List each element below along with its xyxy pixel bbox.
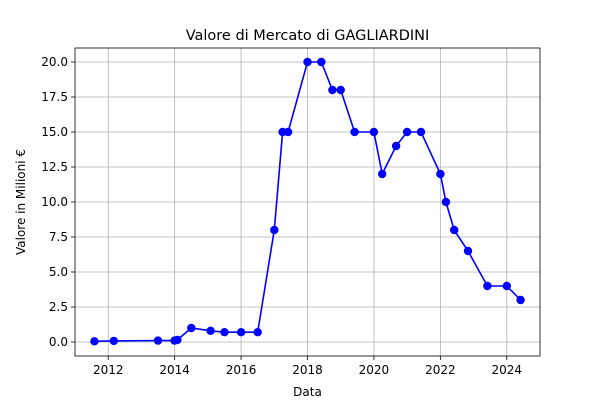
x-tick-label: 2018: [292, 363, 323, 377]
data-point: [391, 141, 401, 151]
x-axis: 2012 2014 2016 2018 2020 2022 2024: [93, 356, 522, 377]
data-point: [328, 85, 337, 95]
data-point: [516, 295, 525, 305]
data-point: [253, 328, 262, 337]
data-point: [369, 127, 379, 137]
data-point: [436, 169, 445, 179]
data-point: [187, 323, 196, 333]
data-point: [378, 169, 387, 179]
y-tick-label: 12.5: [41, 160, 68, 174]
y-tick-label: 20.0: [41, 55, 68, 69]
data-point: [441, 197, 451, 207]
x-tick-label: 2016: [226, 363, 257, 377]
y-tick-label: 17.5: [41, 90, 68, 104]
y-tick-label: 5.0: [49, 265, 68, 279]
data-point: [483, 281, 492, 291]
data-point: [220, 328, 229, 337]
x-axis-label: Data: [293, 385, 322, 399]
data-point: [236, 328, 246, 337]
data-point: [283, 127, 293, 137]
y-axis-label: Valore in Milioni €: [14, 149, 28, 255]
data-point: [270, 225, 279, 235]
data-point: [336, 85, 345, 95]
data-point: [350, 127, 359, 137]
chart-title: Valore di Mercato di GAGLIARDINI: [186, 28, 430, 44]
y-tick-label: 7.5: [49, 230, 68, 244]
x-tick-label: 2022: [425, 363, 456, 377]
data-point: [90, 337, 99, 346]
x-tick-label: 2012: [93, 363, 124, 377]
x-tick-label: 2014: [159, 363, 190, 377]
y-axis: 0.0 2.5 5.0 7.5 10.0 12.5 15.0 17.5 20.0: [41, 55, 75, 349]
data-point: [153, 336, 163, 345]
grid: [75, 48, 540, 356]
data-point: [463, 246, 473, 256]
y-tick-label: 10.0: [41, 195, 68, 209]
data-point: [502, 281, 511, 291]
y-tick-label: 15.0: [41, 125, 68, 139]
y-tick-label: 2.5: [49, 300, 68, 314]
data-point: [173, 335, 182, 345]
data-point: [109, 336, 119, 346]
y-tick-label: 0.0: [49, 335, 68, 349]
data-point: [303, 57, 312, 67]
data-point: [416, 127, 426, 137]
data-point: [206, 326, 215, 335]
data-point: [450, 225, 459, 235]
series-line: [90, 57, 525, 346]
x-tick-label: 2024: [492, 363, 523, 377]
data-point: [317, 57, 326, 67]
x-tick-label: 2020: [359, 363, 390, 377]
data-point: [402, 127, 412, 137]
